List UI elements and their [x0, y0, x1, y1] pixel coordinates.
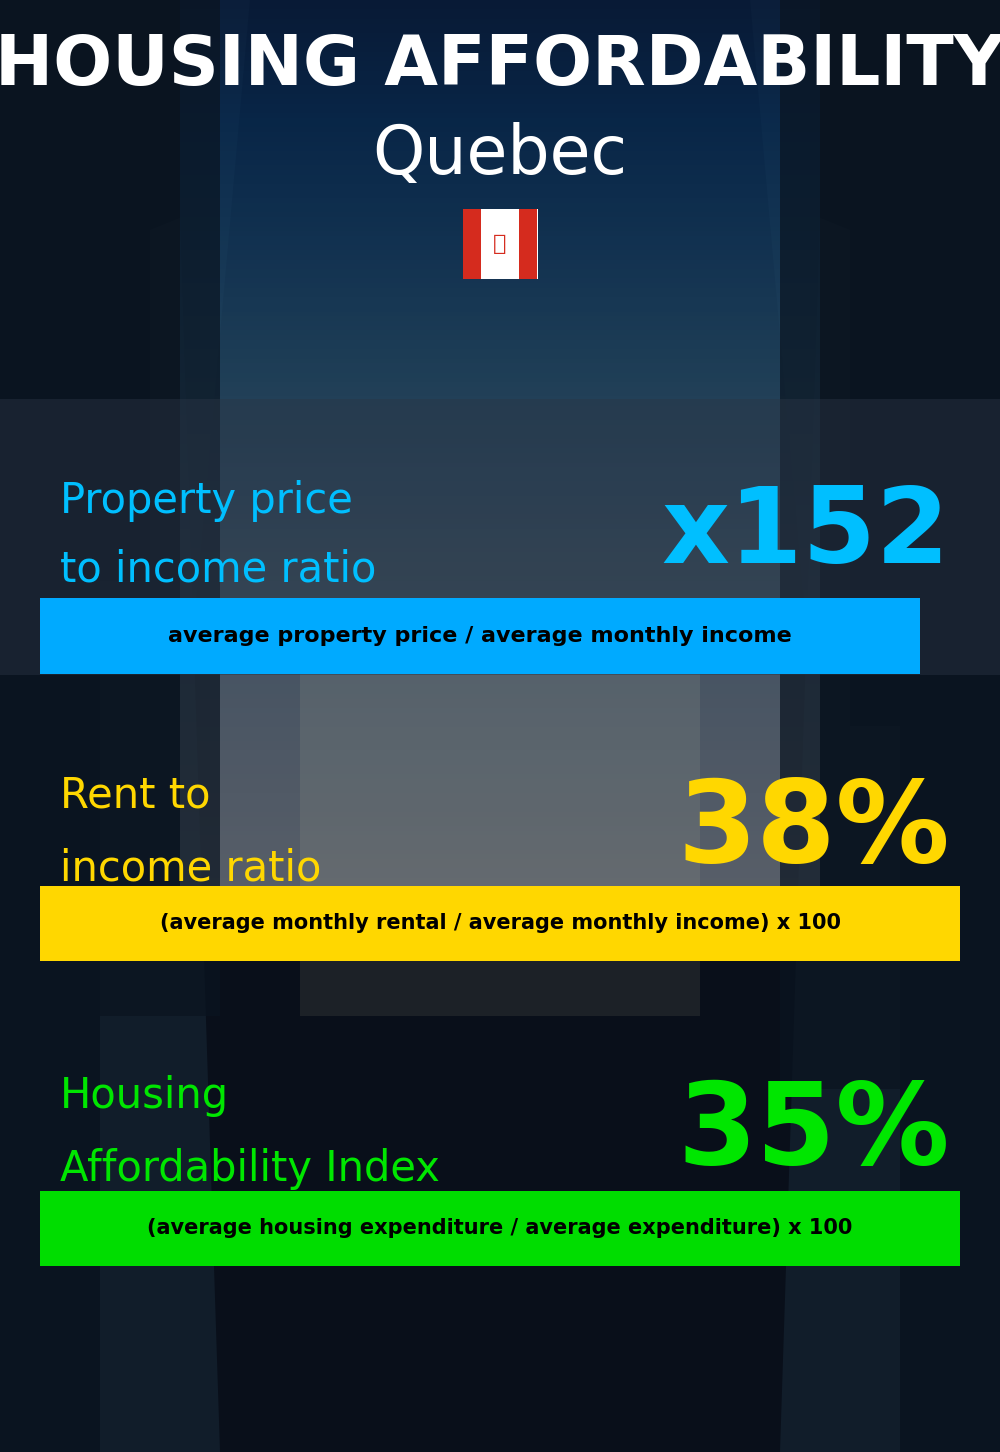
Text: x152: x152	[662, 484, 950, 585]
Text: income ratio: income ratio	[60, 848, 321, 889]
Text: (average monthly rental / average monthly income) x 100: (average monthly rental / average monthl…	[160, 913, 840, 934]
Bar	[40, 1191, 960, 1266]
Text: to income ratio: to income ratio	[60, 549, 376, 590]
Text: Quebec: Quebec	[372, 122, 628, 189]
Text: 🍁: 🍁	[493, 234, 507, 254]
Bar	[40, 886, 960, 961]
Text: 35%: 35%	[678, 1077, 950, 1188]
Bar	[780, 0, 920, 1089]
Text: Housing: Housing	[60, 1076, 229, 1117]
Polygon shape	[0, 218, 220, 1452]
Bar	[80, 0, 220, 1016]
Bar	[900, 0, 1000, 1452]
Text: Rent to: Rent to	[60, 775, 210, 816]
Text: average property price / average monthly income: average property price / average monthly…	[168, 626, 792, 646]
Bar	[0, 0, 100, 1452]
Text: Affordability Index: Affordability Index	[60, 1149, 440, 1189]
Bar	[462, 209, 481, 279]
Polygon shape	[780, 218, 1000, 1452]
Bar	[850, 0, 1000, 726]
Text: 38%: 38%	[677, 775, 950, 886]
Bar	[462, 209, 538, 279]
Polygon shape	[750, 0, 1000, 1452]
Text: (average housing expenditure / average expenditure) x 100: (average housing expenditure / average e…	[147, 1218, 853, 1239]
Text: HOUSING AFFORDABILITY: HOUSING AFFORDABILITY	[0, 32, 1000, 99]
Polygon shape	[0, 0, 250, 1452]
Text: Property price: Property price	[60, 481, 353, 521]
Bar	[0, 399, 1000, 675]
Bar	[519, 209, 537, 279]
Bar	[0, 0, 150, 581]
Bar	[40, 598, 920, 674]
